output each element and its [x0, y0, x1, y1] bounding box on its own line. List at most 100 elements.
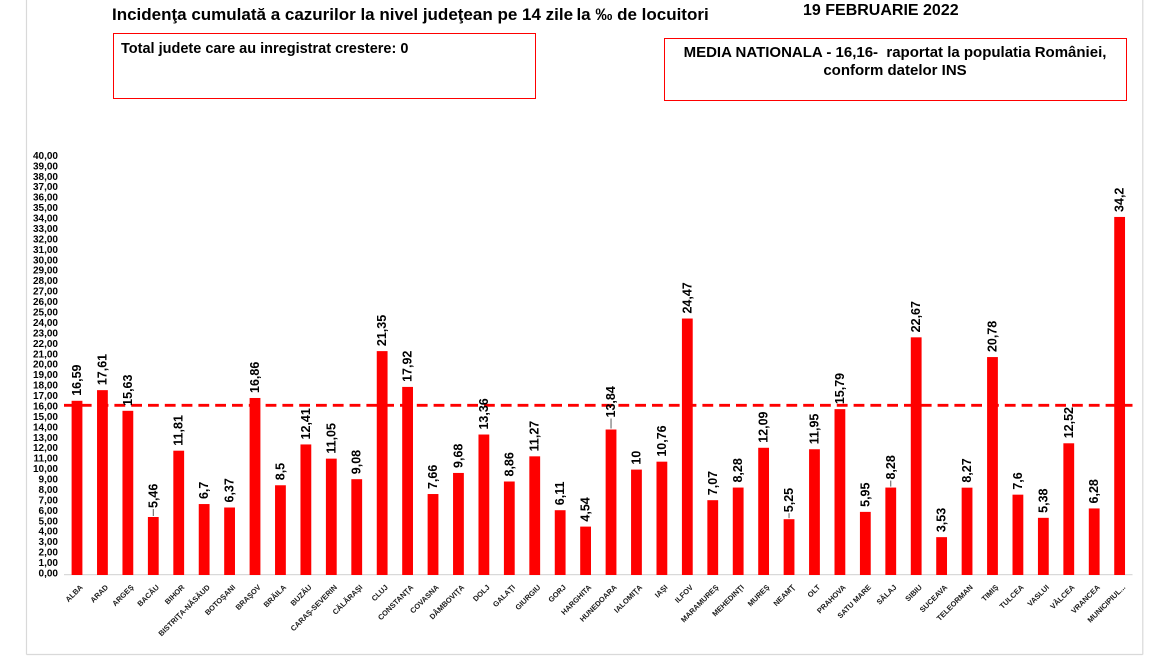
svg-text:7,00: 7,00 [39, 495, 59, 506]
svg-text:ALBA: ALBA [64, 582, 86, 604]
svg-text:5,25: 5,25 [782, 488, 796, 512]
svg-text:36,00: 36,00 [33, 193, 58, 204]
svg-text:12,52: 12,52 [1062, 407, 1076, 438]
svg-text:9,08: 9,08 [350, 450, 364, 474]
svg-text:34,2: 34,2 [1113, 188, 1127, 212]
svg-text:20,78: 20,78 [985, 321, 999, 352]
svg-text:6,00: 6,00 [39, 506, 59, 517]
svg-text:33,00: 33,00 [33, 224, 58, 235]
svg-text:10,76: 10,76 [655, 425, 669, 456]
svg-text:9,68: 9,68 [451, 444, 465, 468]
svg-text:13,84: 13,84 [604, 386, 618, 417]
svg-text:5,00: 5,00 [39, 516, 59, 527]
svg-text:17,00: 17,00 [33, 391, 58, 402]
svg-text:7,6: 7,6 [1011, 472, 1025, 489]
svg-text:ARAD: ARAD [88, 582, 110, 604]
svg-text:5,95: 5,95 [858, 483, 872, 507]
svg-text:20,00: 20,00 [33, 360, 58, 371]
svg-text:3,00: 3,00 [39, 537, 59, 548]
svg-text:GIURGIU: GIURGIU [513, 583, 542, 612]
svg-text:14,00: 14,00 [33, 422, 58, 433]
svg-text:30,00: 30,00 [33, 255, 58, 266]
svg-text:23,00: 23,00 [33, 328, 58, 339]
svg-text:0,00: 0,00 [39, 569, 59, 580]
svg-text:22,67: 22,67 [909, 301, 923, 332]
svg-text:12,00: 12,00 [33, 443, 58, 454]
svg-text:ILFOV: ILFOV [673, 583, 695, 605]
svg-text:2,00: 2,00 [39, 548, 59, 559]
svg-text:16,00: 16,00 [33, 402, 58, 413]
svg-text:21,00: 21,00 [33, 349, 58, 360]
svg-text:15,63: 15,63 [121, 374, 135, 405]
svg-text:27,00: 27,00 [33, 287, 58, 298]
svg-text:34,00: 34,00 [33, 214, 58, 225]
svg-text:6,11: 6,11 [553, 482, 567, 506]
svg-text:7,07: 7,07 [706, 471, 720, 495]
svg-text:BRAŞOV: BRAŞOV [234, 583, 263, 612]
svg-text:CLUJ: CLUJ [370, 583, 390, 603]
svg-text:MUREŞ: MUREŞ [746, 583, 772, 609]
svg-text:5,38: 5,38 [1036, 488, 1050, 512]
svg-text:35,00: 35,00 [33, 203, 58, 214]
svg-text:8,27: 8,27 [960, 458, 974, 482]
svg-text:5,46: 5,46 [146, 484, 160, 508]
svg-text:24,47: 24,47 [680, 282, 694, 313]
svg-text:ARGEŞ: ARGEŞ [110, 583, 135, 608]
svg-text:16,86: 16,86 [248, 362, 262, 393]
svg-text:13,36: 13,36 [477, 398, 491, 429]
svg-text:12,41: 12,41 [299, 408, 313, 439]
svg-text:GORJ: GORJ [546, 583, 567, 604]
svg-text:6,7: 6,7 [197, 482, 211, 499]
svg-text:IALOMIŢA: IALOMIŢA [612, 582, 644, 614]
svg-text:TULCEA: TULCEA [998, 582, 1026, 610]
svg-text:3,53: 3,53 [935, 508, 949, 532]
svg-text:BUZĂU: BUZĂU [289, 583, 314, 608]
svg-text:32,00: 32,00 [33, 234, 58, 245]
svg-text:CARAŞ-SEVERIN: CARAŞ-SEVERIN [289, 583, 339, 633]
svg-text:8,86: 8,86 [502, 452, 516, 476]
svg-text:7,66: 7,66 [426, 465, 440, 489]
svg-text:6,28: 6,28 [1087, 479, 1101, 503]
svg-text:4,00: 4,00 [39, 527, 59, 538]
svg-text:9,00: 9,00 [39, 475, 59, 486]
svg-text:10: 10 [629, 451, 643, 465]
svg-text:SĂLAJ: SĂLAJ [875, 583, 899, 607]
svg-text:11,27: 11,27 [528, 421, 542, 452]
svg-text:22,00: 22,00 [33, 339, 58, 350]
svg-text:BACĂU: BACĂU [135, 583, 161, 609]
svg-text:15,00: 15,00 [33, 412, 58, 423]
svg-text:15,79: 15,79 [833, 373, 847, 404]
svg-text:19,00: 19,00 [33, 370, 58, 381]
svg-text:28,00: 28,00 [33, 276, 58, 287]
svg-text:8,28: 8,28 [731, 458, 745, 482]
svg-text:21,35: 21,35 [375, 315, 389, 346]
svg-text:38,00: 38,00 [33, 172, 58, 183]
svg-text:40,00: 40,00 [33, 151, 58, 162]
svg-text:16,59: 16,59 [70, 364, 84, 395]
svg-text:TIMIŞ: TIMIŞ [980, 583, 1001, 604]
svg-text:31,00: 31,00 [33, 245, 58, 256]
svg-text:17,61: 17,61 [95, 354, 109, 385]
svg-text:11,81: 11,81 [172, 415, 186, 446]
svg-text:18,00: 18,00 [33, 381, 58, 392]
svg-text:11,95: 11,95 [807, 414, 821, 445]
svg-text:SIBIU: SIBIU [903, 583, 924, 604]
svg-text:11,00: 11,00 [34, 454, 59, 465]
svg-text:4,54: 4,54 [579, 497, 593, 521]
svg-text:OLT: OLT [806, 583, 823, 600]
svg-text:10,00: 10,00 [33, 464, 58, 475]
svg-text:8,5: 8,5 [273, 463, 287, 480]
svg-text:12,09: 12,09 [757, 411, 771, 442]
svg-text:39,00: 39,00 [33, 161, 58, 172]
svg-text:DOLJ: DOLJ [471, 583, 492, 604]
svg-text:13,00: 13,00 [33, 433, 58, 444]
svg-text:1,00: 1,00 [39, 558, 59, 569]
svg-text:8,28: 8,28 [884, 455, 898, 479]
svg-text:6,37: 6,37 [223, 478, 237, 502]
svg-text:BIHOR: BIHOR [163, 582, 187, 606]
svg-text:8,00: 8,00 [39, 485, 59, 496]
svg-text:24,00: 24,00 [33, 318, 58, 329]
svg-text:29,00: 29,00 [33, 266, 58, 277]
svg-text:BRĂILA: BRĂILA [262, 582, 289, 609]
svg-text:26,00: 26,00 [33, 297, 58, 308]
